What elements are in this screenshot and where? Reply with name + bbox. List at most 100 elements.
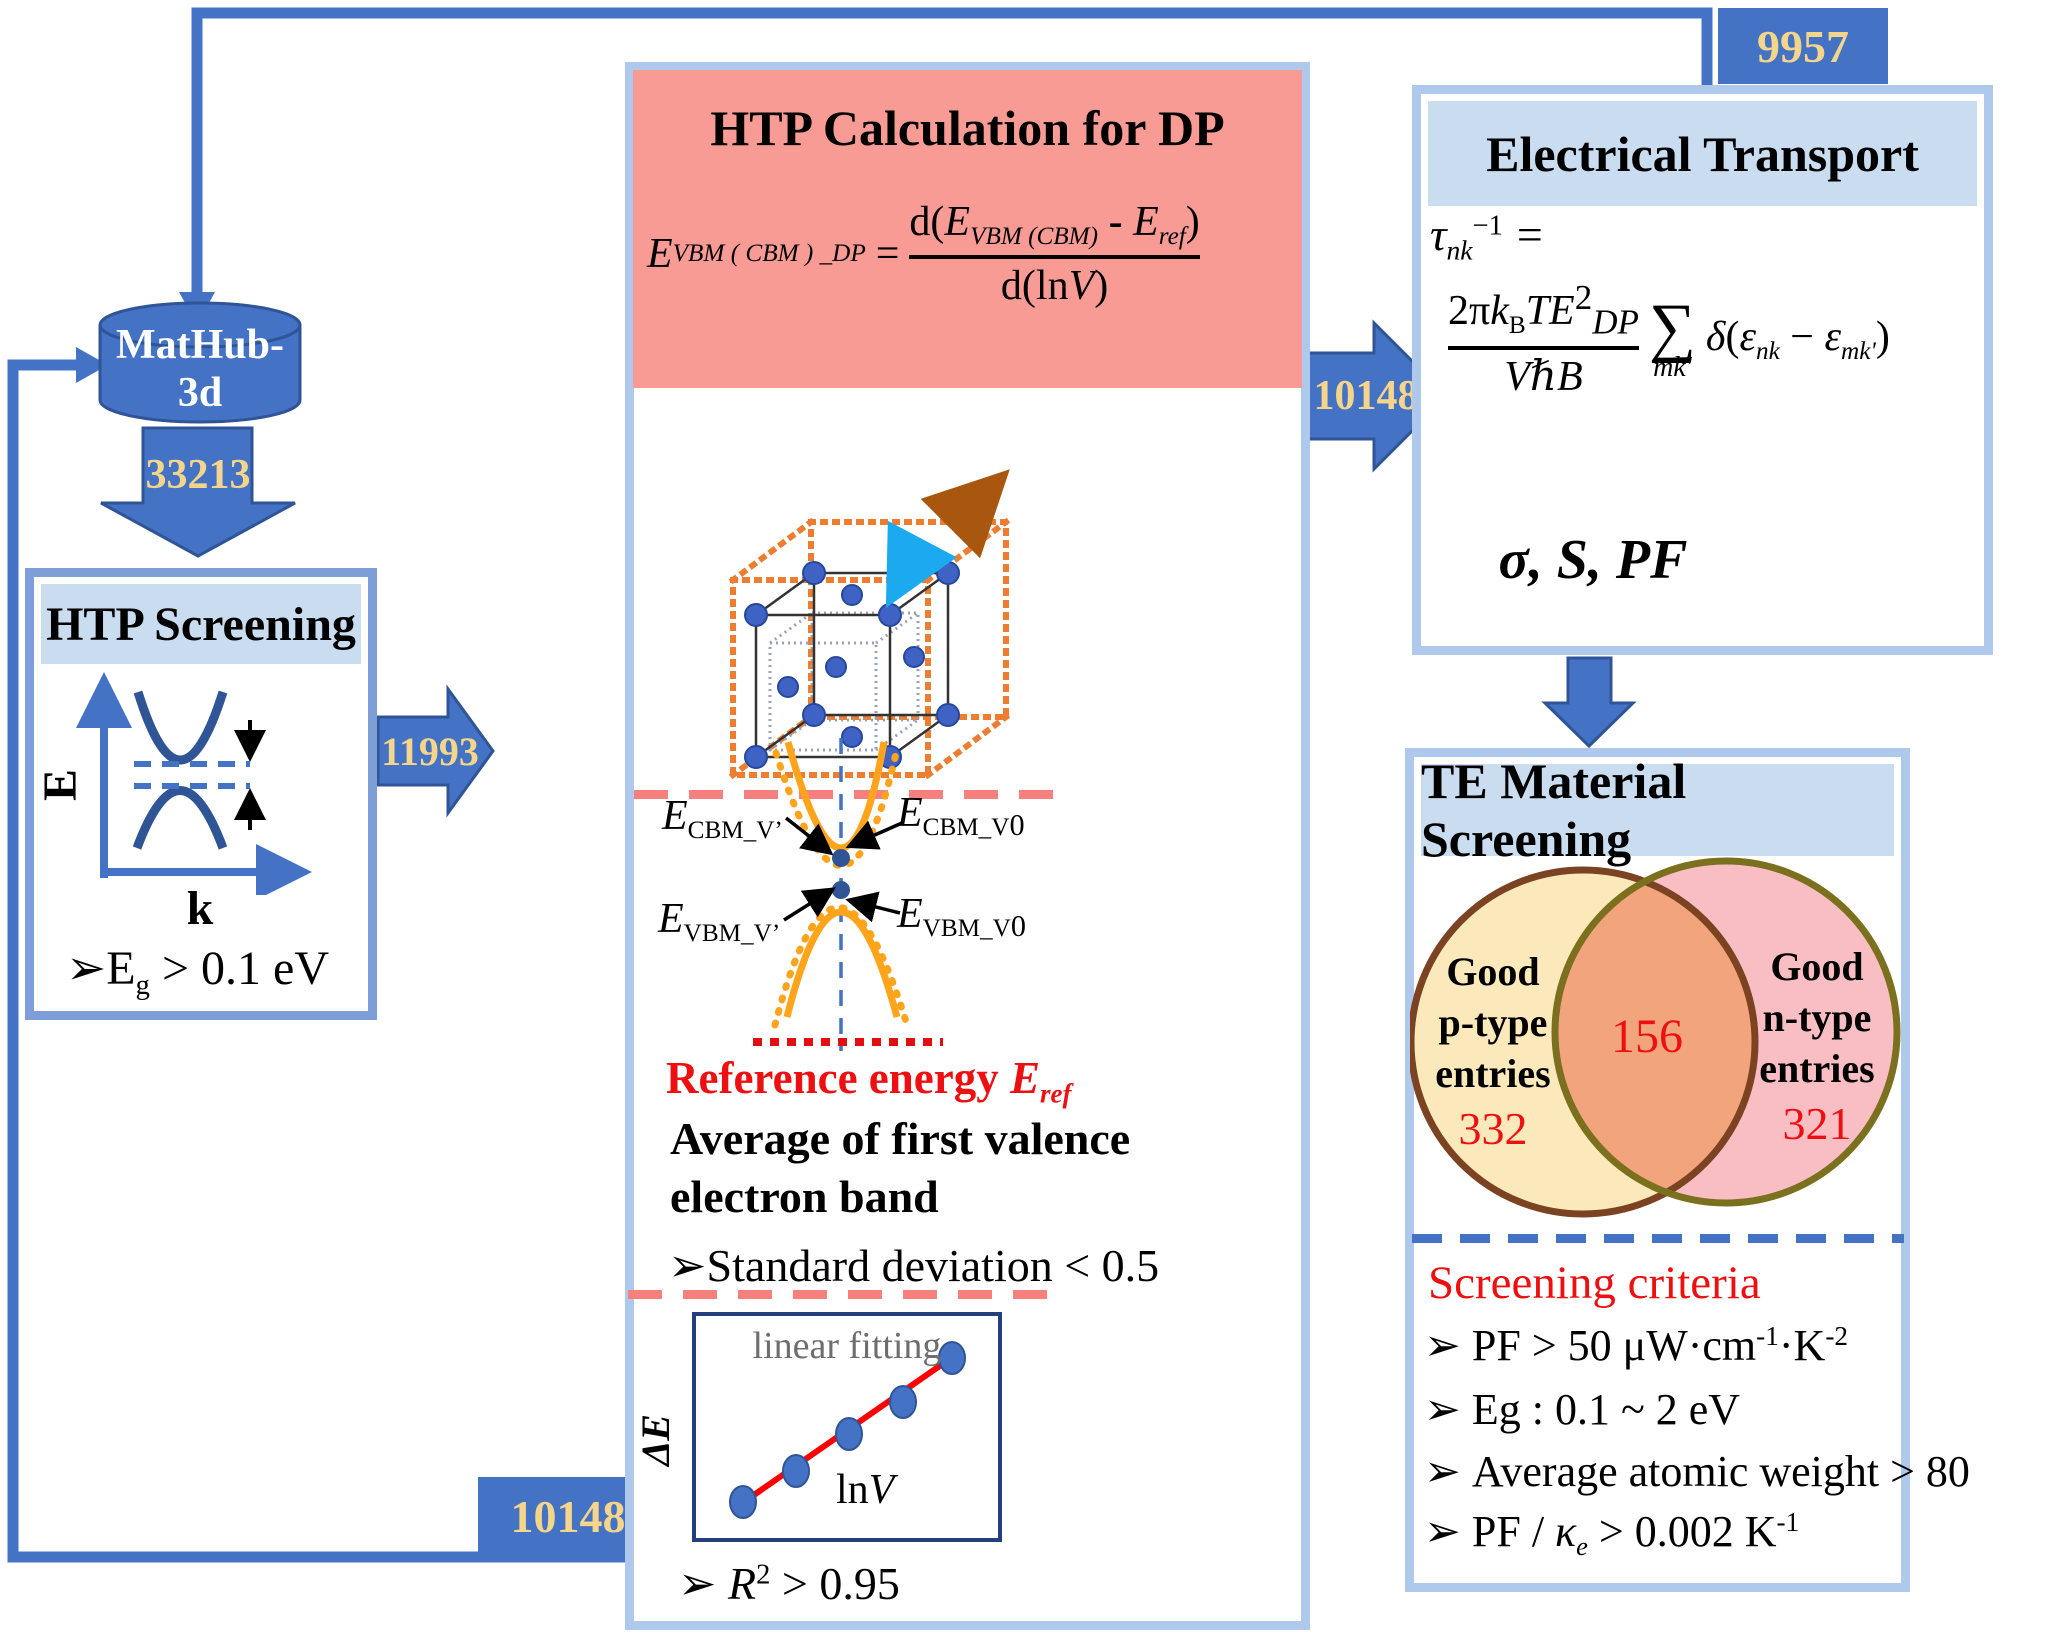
tau-fraction: 2πkBTE2DP VℏB [1448, 278, 1639, 401]
bandgap-symbol: E [106, 942, 136, 995]
venn-overlap-count-text: 156 [1611, 1009, 1683, 1063]
r2-sup: 2 [756, 1559, 771, 1591]
criterion-pf: ➢ PF > 50 μW·cm-1·K-2 [1424, 1320, 1848, 1371]
bullet-icon: ➢ [1424, 1320, 1461, 1371]
delta-close: ) [1875, 314, 1890, 361]
venn-left-labels: Good p-type entries 332 [1433, 946, 1553, 1158]
dp-formula-lhs: E [647, 231, 673, 278]
bullet-icon: ➢ [668, 1238, 707, 1292]
fraction-bar [1448, 345, 1639, 350]
linear-fit-canvas [729, 1341, 966, 1519]
dp-den-a: d(ln [1000, 262, 1069, 309]
criterion-pfk-kappa: κ [1555, 1507, 1577, 1556]
tau-denominator: VℏB [1504, 353, 1582, 401]
label-cbm-v0-zero: 0 [1009, 808, 1025, 843]
tau-num-2pi: 2π [1448, 288, 1491, 334]
venn-right-count: 321 [1782, 1097, 1852, 1149]
dp-num-e2-sub: ref [1158, 222, 1186, 250]
std-deviation-criterion: ➢Standard deviation < 0.5 [668, 1238, 1159, 1292]
criterion-pf-a: PF > 50 μW·cm [1471, 1321, 1757, 1370]
reference-energy-sub: ref [1040, 1078, 1072, 1109]
tau-num-sub: DP [1592, 302, 1639, 342]
bullet-icon: ➢ [1424, 1384, 1461, 1435]
axis-label-k: k [150, 880, 250, 936]
bandgap-threshold: > 0.1 eV [149, 942, 329, 995]
band-structure-sketch [76, 672, 312, 895]
block-arrow-db-to-screening [100, 426, 296, 558]
block-arrow-calc-to-transport [1303, 319, 1450, 473]
venn-diagram [1410, 857, 1901, 1218]
block-arrow-transport-to-te [1541, 656, 1637, 749]
criterion-pf-sup1: -1 [1756, 1321, 1779, 1351]
label-cbm-vprime-sub: CBM_V’ [687, 816, 783, 844]
dp-formula-fraction: d(EVBM (CBM) - Eref) d(lnV) [909, 198, 1200, 310]
average-note-line1-text: Average of first valence [670, 1113, 1131, 1164]
fraction-bar [909, 254, 1200, 259]
tau-num-sup: 2 [1574, 278, 1593, 317]
criterion-pfk-a: PF / [1471, 1507, 1556, 1556]
fit-plot-ylabel: ΔE [595, 1414, 715, 1466]
average-note-line1: Average of first valence [670, 1112, 1130, 1165]
criterion-eg: ➢ Eg : 0.1 ~ 2 eV [1424, 1384, 1740, 1435]
bullet-icon: ➢ [66, 940, 107, 996]
axis-label-energy-text: E [33, 769, 87, 802]
panel-electrical-transport: Electrical Transport [1412, 85, 1993, 655]
dp-formula-numerator: d(EVBM (CBM) - Eref) [909, 198, 1199, 252]
label-cbm-vprime: ECBM_V’ [662, 792, 783, 845]
spacer [1461, 1447, 1472, 1496]
panel-htp-screening: HTP Screening [25, 568, 377, 1020]
criterion-pf-b: ·K [1778, 1321, 1826, 1370]
dp-num-d: d( [909, 199, 945, 245]
tau-sup: −1 [1472, 210, 1503, 242]
label-cbm-v0: ECBM_V0 [897, 789, 1025, 843]
tau-den-text: VℏB [1504, 353, 1583, 400]
reference-energy-label: Reference energy Eref [666, 1052, 1071, 1109]
bullet-icon: ➢ [1424, 1506, 1461, 1557]
dp-formula-denominator: d(lnV) [1001, 262, 1108, 310]
label-cbm-vprime-base: E [662, 793, 688, 839]
delta-open: ( [1725, 314, 1740, 361]
te-divider [1412, 1234, 1904, 1243]
te-screening-header: TE Material Screening [1421, 753, 1894, 867]
label-vbm-v0: EVBM_V0 [897, 890, 1026, 944]
criteria-title: Screening criteria [1428, 1256, 1761, 1310]
dp-formula-lhs-sub: VBM ( CBM ) _DP [672, 240, 866, 268]
htp-calc-title: HTP Calculation for DP [710, 100, 1225, 156]
tau-num-kb-sub: B [1508, 311, 1526, 339]
loop-top-line [191, 7, 1713, 294]
tau-num-edp-supsub: 2DP [1575, 278, 1639, 341]
eps1-sub: nk [1756, 337, 1780, 365]
dp-num-close: ) [1185, 199, 1200, 245]
compressed-cell-outline [768, 611, 920, 752]
r2-criterion: ➢ R2 > 0.95 [678, 1556, 900, 1610]
std-deviation-text: Standard deviation < 0.5 [706, 1240, 1160, 1291]
loop-bottom-line [7, 359, 648, 1563]
htp-screening-header: HTP Screening [41, 584, 361, 664]
sum-symbol: ∑ [1648, 290, 1696, 364]
venn-overlap-count: 156 [1597, 1009, 1697, 1063]
label-cbm-v0-base: E [897, 790, 923, 836]
spacer [1461, 1321, 1472, 1370]
transport-outputs: σ, S, PF [1463, 525, 1723, 595]
venn-left-count: 332 [1458, 1102, 1528, 1154]
fit-xlabel-ln: ln [836, 1467, 869, 1513]
dp-num-e1: E [944, 199, 971, 245]
bandgap-subscript: g [135, 969, 150, 1002]
dp-den-close: ) [1094, 262, 1109, 309]
badge-10148-bottom-value: 10148 [510, 1490, 626, 1542]
bandgap-criterion: ➢Eg > 0.1 eV [66, 940, 329, 1002]
dp-band-diagram [771, 738, 911, 1051]
label-vbm-vprime-sub: VBM_V’ [683, 919, 781, 947]
bullet-icon: ➢ [678, 1556, 717, 1610]
average-note-line2: electron band [670, 1170, 939, 1223]
label-vbm-v0-sub: VBM_V [922, 914, 1011, 942]
tau-num-kb: k [1490, 288, 1509, 334]
delta-symbol: δ [1705, 314, 1726, 361]
fit-data-points [729, 1341, 966, 1519]
electrical-transport-title: Electrical Transport [1486, 125, 1919, 182]
crystal-cell-sketch [728, 469, 1011, 780]
bullet-icon: ➢ [1424, 1446, 1461, 1497]
dp-formula-equals: = [875, 231, 900, 278]
venn-right-line1: Good [1770, 944, 1864, 989]
spacer [1461, 1507, 1472, 1556]
